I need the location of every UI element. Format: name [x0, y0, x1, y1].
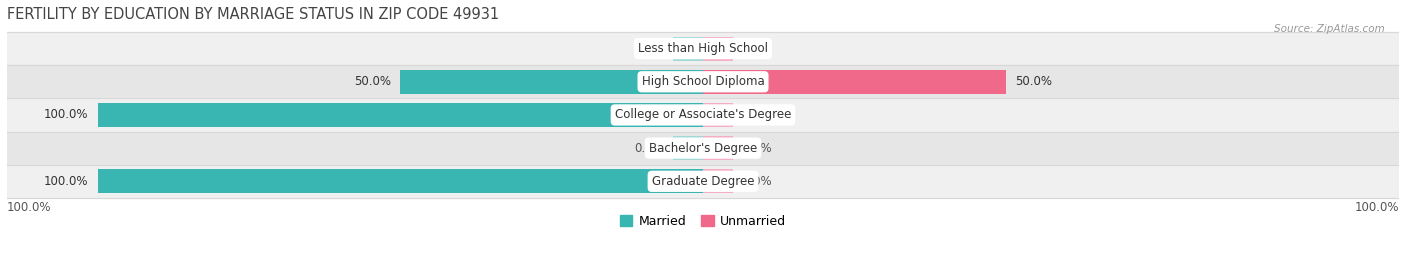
Text: 0.0%: 0.0% [742, 175, 772, 188]
Text: Graduate Degree: Graduate Degree [652, 175, 754, 188]
Text: Less than High School: Less than High School [638, 42, 768, 55]
Text: 100.0%: 100.0% [7, 201, 52, 214]
Text: 0.0%: 0.0% [634, 42, 664, 55]
Bar [7, 132, 1399, 165]
Text: College or Associate's Degree: College or Associate's Degree [614, 108, 792, 121]
Text: 0.0%: 0.0% [742, 141, 772, 155]
Text: 0.0%: 0.0% [634, 141, 664, 155]
Text: Source: ZipAtlas.com: Source: ZipAtlas.com [1274, 24, 1385, 34]
Bar [703, 169, 734, 193]
Bar [7, 165, 1399, 198]
Text: 50.0%: 50.0% [1015, 75, 1052, 88]
Text: 100.0%: 100.0% [44, 108, 89, 121]
Bar [672, 136, 703, 160]
Bar [7, 32, 1399, 65]
Text: 100.0%: 100.0% [1354, 201, 1399, 214]
Bar [703, 70, 1005, 94]
Bar [98, 103, 703, 127]
Text: 0.0%: 0.0% [742, 108, 772, 121]
Text: 50.0%: 50.0% [354, 75, 391, 88]
Text: Bachelor's Degree: Bachelor's Degree [650, 141, 756, 155]
Bar [7, 65, 1399, 98]
Text: 100.0%: 100.0% [44, 175, 89, 188]
Bar [703, 37, 734, 61]
Bar [401, 70, 703, 94]
Bar [703, 136, 734, 160]
Bar [703, 103, 734, 127]
Bar [98, 169, 703, 193]
Text: 0.0%: 0.0% [742, 42, 772, 55]
Bar [672, 37, 703, 61]
Bar [7, 98, 1399, 132]
Legend: Married, Unmarried: Married, Unmarried [614, 210, 792, 233]
Text: High School Diploma: High School Diploma [641, 75, 765, 88]
Text: FERTILITY BY EDUCATION BY MARRIAGE STATUS IN ZIP CODE 49931: FERTILITY BY EDUCATION BY MARRIAGE STATU… [7, 7, 499, 22]
